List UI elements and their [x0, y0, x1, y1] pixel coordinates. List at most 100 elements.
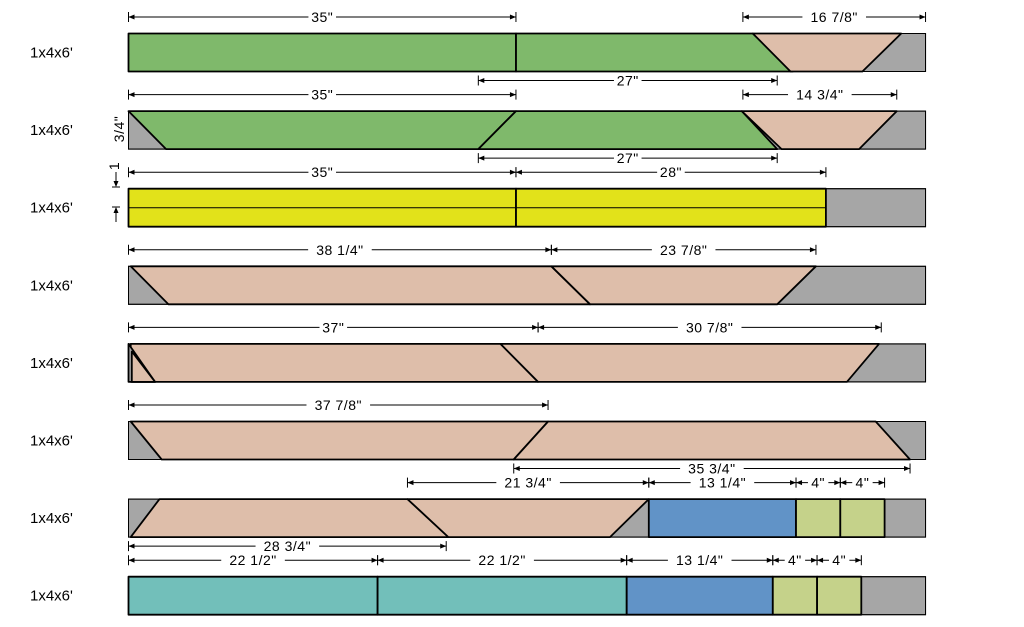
dimension-label-bg	[828, 552, 850, 569]
dimension: 4"	[795, 474, 841, 491]
thickness-dim-label: 1	[106, 162, 122, 170]
dimension-label: 21 3/4"	[504, 475, 551, 491]
board: 1x4x6' 38 1/4" 23 7/8"	[30, 241, 927, 306]
dimension: 22 1/2"	[377, 552, 628, 569]
dimension-label-bg	[613, 150, 642, 167]
cut-piece	[477, 110, 779, 151]
dimension-label: 35"	[311, 164, 333, 180]
dimension-label-bg	[657, 164, 685, 181]
dimension-arrow	[834, 480, 841, 486]
dimension-arrow	[478, 155, 485, 161]
dimension-label-bg	[496, 474, 560, 491]
dimension-arrow	[809, 247, 816, 253]
board: 1x4x6' 22 1/2" 22 1/2" 13 1/4" 4" 4"	[30, 552, 927, 616]
board-outline	[128, 33, 927, 72]
dimension: 14 3/4"	[742, 86, 898, 103]
boards-layer: 1x4x6'35" 16 7/8"27"1x4x6'35" 14 3/4"27"1x…	[30, 9, 927, 616]
dimension: 22 1/2"	[128, 552, 379, 569]
dimension-arrow	[626, 557, 633, 563]
cut-piece	[129, 420, 549, 461]
dimension-arrow	[128, 169, 135, 175]
dimension-arrow	[440, 543, 447, 549]
cut-piece	[127, 32, 517, 73]
board-outline	[128, 110, 927, 150]
dimension-arrow	[532, 324, 539, 330]
dimension-label-bg	[680, 460, 744, 477]
dimension-arrow	[855, 557, 862, 563]
dimension-arrow	[128, 324, 135, 330]
dimension-arrow	[819, 169, 826, 175]
dimension-arrow	[515, 169, 522, 175]
dimension-label-bg	[319, 319, 348, 336]
dimension-arrow	[811, 557, 818, 563]
dimension-label: 35"	[311, 87, 333, 103]
cut-piece	[127, 110, 517, 151]
cut-piece	[406, 498, 650, 538]
dimension-arrow	[878, 480, 885, 486]
dimension: 38 1/4"	[128, 241, 552, 258]
cut-piece	[512, 420, 911, 461]
board-outline	[128, 576, 927, 616]
cut-piece	[127, 575, 379, 616]
dimension: 4"	[816, 552, 862, 569]
dimension: 23 7/8"	[550, 241, 817, 258]
dimension-label-bg	[677, 319, 742, 336]
dimension: 37 7/8"	[128, 397, 549, 413]
dimension-label-bg	[308, 241, 372, 258]
dimension-label-bg	[255, 538, 320, 555]
dimension-label-bg	[221, 552, 285, 569]
cut-piece	[816, 575, 863, 616]
dimension-arrow	[771, 155, 778, 161]
dimension-label-bg	[308, 9, 337, 25]
cut-piece	[129, 498, 450, 538]
dimension-arrow	[771, 78, 778, 83]
dimension-label: 35 3/4"	[688, 461, 735, 477]
dimension: 13 1/4"	[648, 474, 797, 491]
board-outline	[128, 188, 927, 228]
cut-piece	[771, 575, 818, 616]
dimension: 4"	[839, 474, 886, 491]
cut-piece	[129, 265, 591, 306]
cut-piece	[625, 575, 774, 616]
dimension-label-bg	[807, 474, 829, 491]
board-outline	[128, 343, 927, 383]
dimension-label-bg	[784, 552, 806, 569]
dimension-arrow	[890, 92, 897, 98]
thickness-arrow	[113, 207, 119, 213]
dimension: 35"	[128, 86, 517, 103]
thickness-label: 3/4"	[111, 116, 127, 142]
dimension-label: 14 3/4"	[796, 87, 843, 103]
dimension-label: 22 1/2"	[229, 552, 276, 568]
board: 1x4x6' 35" 14 3/4" 27"	[30, 86, 927, 167]
dimension-arrow	[128, 543, 135, 549]
dimension-label: 4"	[856, 475, 870, 491]
dimension-arrow	[407, 480, 414, 486]
cut-piece	[499, 342, 880, 383]
dimension: 28 3/4"	[128, 538, 447, 555]
dimension: 30 7/8"	[537, 319, 882, 336]
dimension-label-bg	[690, 474, 755, 491]
dimension-label: 37 7/8"	[315, 397, 362, 413]
board-outline	[128, 421, 927, 460]
dimension-arrow	[377, 557, 384, 563]
cut-piece	[795, 498, 842, 538]
dimension-label: 37"	[322, 319, 344, 335]
dimension-label-bg	[852, 474, 873, 491]
dimension-arrow	[551, 247, 558, 253]
dimension-label: 27"	[617, 73, 639, 89]
dimension: 16 7/8"	[742, 9, 927, 25]
dimension-arrow	[796, 480, 803, 486]
dimension-label-bg	[308, 164, 337, 181]
dimension-arrow	[545, 247, 552, 253]
dimension-label: 4"	[811, 475, 825, 491]
dimension-arrow	[128, 402, 135, 408]
dimension: 13 1/4"	[626, 552, 774, 569]
dimension: 37"	[128, 319, 539, 336]
dimension-arrow	[919, 14, 926, 20]
dimension-label: 4"	[788, 552, 802, 568]
dimension-label: 23 7/8"	[660, 242, 707, 258]
dimension: 35"	[128, 9, 517, 25]
cut-piece	[129, 342, 539, 383]
dimension-arrow	[128, 92, 135, 98]
